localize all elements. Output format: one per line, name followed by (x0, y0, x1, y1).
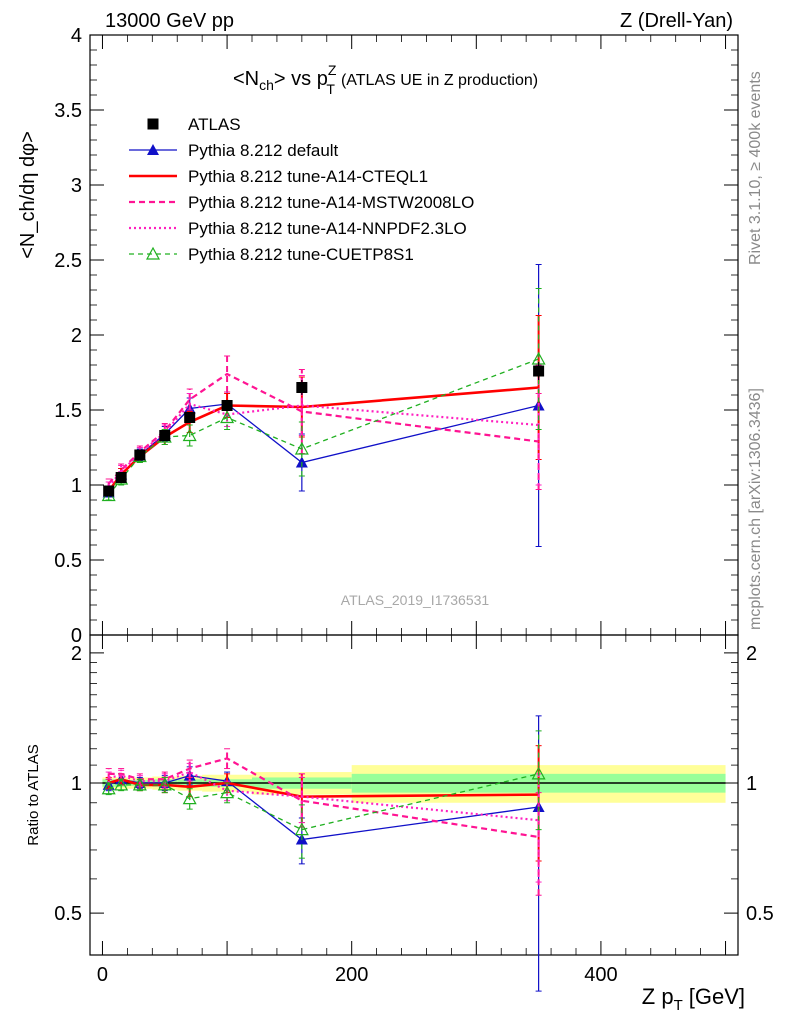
main-series (105, 355, 542, 490)
axes: 0 0.5 1 1.5 2 2.5 3 3.5 4 0 200 400 0.5 0.5 1 1 2 2 (54, 25, 774, 986)
y-tick-label: 0 (71, 625, 82, 647)
ratio-tick-label: 2 (71, 643, 82, 665)
ratio-data-point (531, 766, 546, 780)
mcplots-label: mcplots.cern.ch [arXiv:1306.3436] (747, 388, 764, 630)
ratio-data-point (220, 785, 235, 799)
legend-label: Pythia 8.212 tune-A14-CTEQL1 (188, 167, 428, 186)
main-data-point (115, 472, 127, 483)
rivet-label: Rivet 3.1.10, ≥ 400k events (747, 71, 764, 265)
ratio-tick-label-right: 0.5 (746, 903, 774, 925)
main-series-line (108, 358, 539, 496)
x-tick-label: 200 (335, 964, 368, 986)
x-tick-label: 0 (97, 964, 108, 986)
main-y-label: <N_ch/dη dφ> (17, 131, 39, 259)
y-tick-label: 4 (71, 25, 82, 47)
ratio-panel-frame (89, 634, 739, 956)
header-left: 13000 GeV pp (105, 10, 234, 32)
y-tick-label: 1.5 (54, 400, 82, 422)
main-series (103, 362, 545, 497)
legend-label: Pythia 8.212 tune-A14-NNPDF2.3LO (188, 219, 467, 238)
main-data-point (103, 485, 115, 497)
ratio-tick-label-right: 2 (746, 643, 757, 665)
ratio-data-point (101, 781, 116, 795)
main-series (105, 315, 542, 496)
ratio-tick-label-right: 1 (746, 773, 757, 795)
main-data-point (221, 400, 233, 411)
legend-label: Pythia 8.212 tune-A14-MSTW2008LO (188, 193, 474, 212)
y-tick-label: 2 (71, 325, 82, 347)
y-tick-label: 0.5 (54, 550, 82, 572)
header-right: Z (Drell-Yan) (620, 10, 733, 32)
main-data-point (182, 428, 197, 442)
ratio-series-line (108, 757, 539, 839)
main-data-point (294, 441, 309, 455)
main-data-point (134, 449, 146, 461)
main-data-point (296, 382, 308, 393)
ratio-series (101, 730, 546, 859)
legend-marker (145, 246, 161, 260)
ratio-tick-label: 0.5 (54, 903, 82, 925)
legend-label: ATLAS (188, 115, 241, 134)
x-axis-label: Z pT [GeV] (642, 984, 745, 1014)
ratio-series-line (108, 770, 539, 822)
ratio-tick-label: 1 (71, 773, 82, 795)
main-data-point (220, 410, 235, 424)
ratio-data-point (182, 791, 197, 805)
ratio-data-point (294, 822, 309, 836)
legend-marker (147, 144, 159, 155)
analysis-watermark: ATLAS_2019_I1736531 (341, 592, 490, 608)
main-series-line (107, 402, 539, 488)
main-series (101, 264, 546, 547)
main-series (101, 288, 546, 502)
ratio-data-point (157, 777, 172, 791)
y-tick-label: 3 (71, 175, 82, 197)
ratio-y-label: Ratio to ATLAS (25, 744, 42, 845)
y-tick-label: 2.5 (54, 250, 82, 272)
x-tick-label: 400 (584, 964, 617, 986)
main-data-point (184, 412, 196, 423)
main-series-line (107, 372, 539, 485)
ratio-series (102, 715, 545, 992)
legend-marker (147, 118, 159, 130)
main-series-line (107, 386, 539, 492)
ratio-series-line (108, 773, 539, 831)
main-series-line (108, 403, 539, 493)
chart-title: <Nch> vs pZ T (ATLAS UE in Z production) (233, 62, 538, 97)
legend: ATLAS Pythia 8.212 default Pythia 8.212 tu… (129, 115, 474, 264)
ratio-series (101, 715, 546, 992)
y-tick-label: 3.5 (54, 100, 82, 122)
y-tick-label: 1 (71, 475, 82, 497)
legend-label: Pythia 8.212 default (188, 141, 339, 160)
main-data-point (533, 365, 545, 377)
legend-label: Pythia 8.212 tune-CUETP8S1 (188, 245, 414, 264)
main-data-point (159, 430, 171, 441)
ratio-data-point (114, 777, 129, 791)
ratio-data-point (132, 777, 147, 791)
